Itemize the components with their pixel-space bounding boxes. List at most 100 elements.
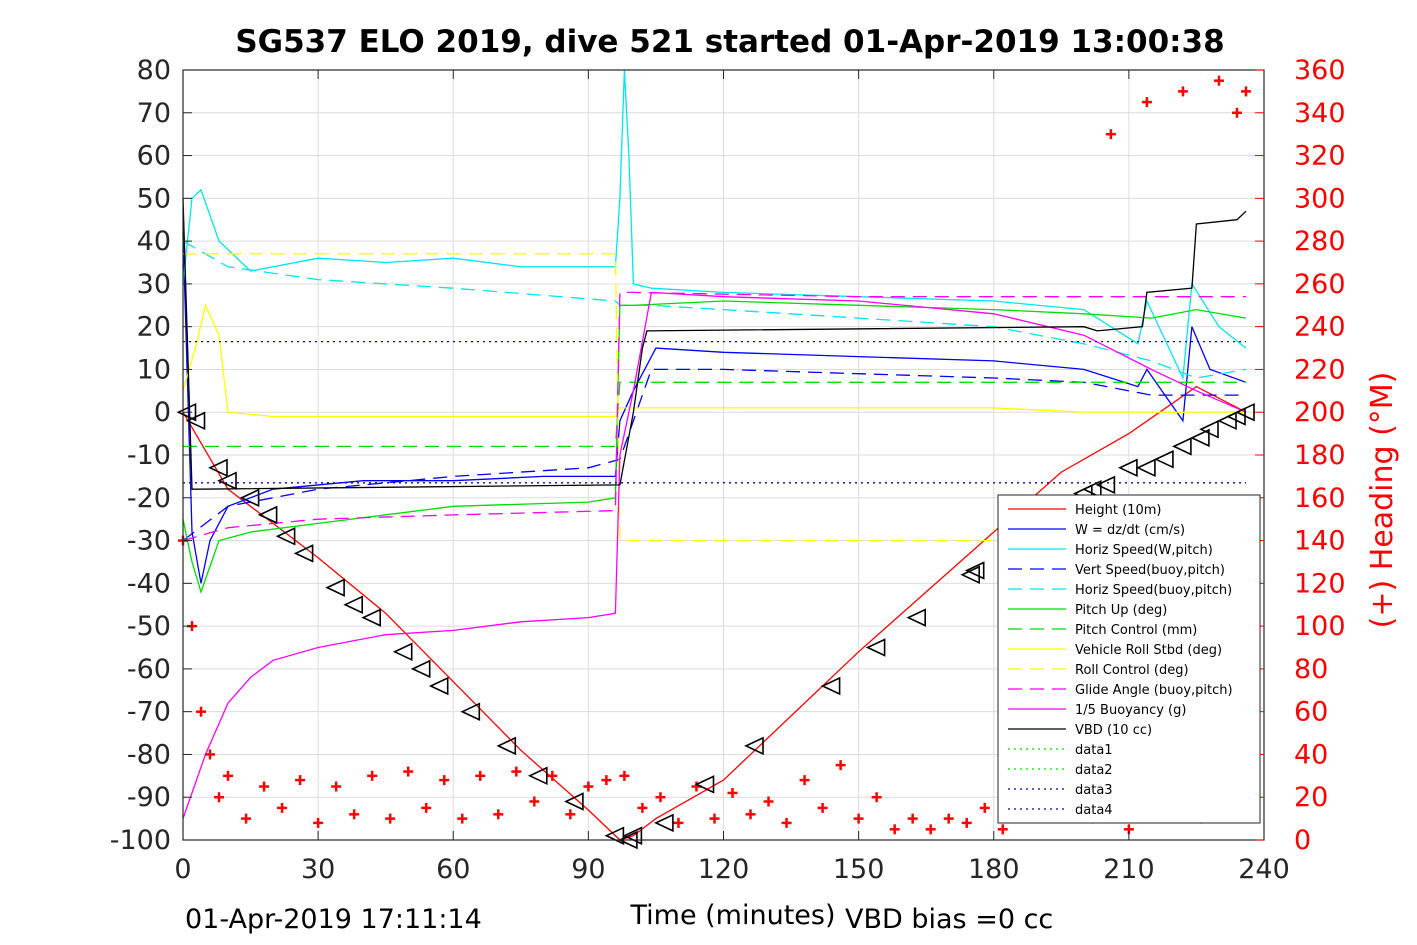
depth-marker: [960, 565, 981, 585]
y-tick-label: -20: [127, 483, 171, 514]
heading-point: [214, 792, 225, 803]
heading-point: [295, 775, 306, 786]
right-y-tick-label: 180: [1294, 440, 1346, 471]
depth-marker: [744, 736, 764, 756]
heading-point: [475, 770, 486, 781]
x-tick-label: 240: [1238, 854, 1290, 885]
y-tick-label: 40: [137, 226, 171, 257]
legend-entry-label: Pitch Up (deg): [1075, 603, 1167, 618]
depth-marker: [1095, 475, 1116, 495]
depth-marker: [1081, 479, 1102, 499]
legend: Height (10m) W = dz/dt (cm/s) Horiz Speed(…: [997, 494, 1261, 824]
depth-marker: [527, 766, 548, 786]
series-line-4: [182, 240, 1247, 379]
heading-point: [925, 824, 936, 835]
heading-point: [601, 775, 612, 786]
heading-point: [781, 817, 792, 828]
heading-point: [403, 766, 414, 777]
heading-point: [709, 813, 720, 824]
heading-point: [439, 775, 450, 786]
heading-point: [907, 813, 918, 824]
depth-marker: [293, 544, 314, 563]
heading-point: [385, 813, 396, 824]
heading-point: [349, 809, 360, 820]
heading-point: [619, 770, 630, 781]
depth-marker: [564, 792, 584, 811]
y-tick-label: -80: [127, 739, 171, 770]
heading-point: [1213, 75, 1224, 86]
legend-entry-label: data3: [1075, 783, 1113, 798]
chart-title: SG537 ELO 2019, dive 521 started 01-Apr-…: [235, 24, 1224, 60]
right-y-tick-label: 300: [1294, 183, 1346, 214]
y-tick-label: -30: [127, 526, 171, 557]
depth-marker: [239, 488, 260, 508]
heading-point: [1240, 86, 1251, 97]
y-tick-label: 10: [137, 354, 171, 385]
depth-marker: [1172, 437, 1192, 456]
legend-entry-label: Pitch Control (mm): [1075, 623, 1197, 638]
heading-point: [997, 824, 1008, 835]
depth-marker: [257, 505, 278, 525]
heading-point: [763, 796, 774, 807]
legend-entry-label: VBD (10 cc): [1075, 723, 1152, 738]
heading-point: [547, 770, 558, 781]
heading-point: [331, 781, 342, 792]
footer-timestamp: 01-Apr-2019 17:11:14: [185, 904, 482, 935]
y-tick-label: 20: [137, 312, 171, 343]
right-y-tick-label: 280: [1294, 226, 1346, 257]
heading-point: [259, 781, 270, 792]
heading-point: [196, 706, 207, 717]
right-y-tick-label: 20: [1294, 782, 1328, 813]
legend-entry-label: data1: [1075, 743, 1113, 758]
footer-vbd-bias: VBD bias =0 cc: [845, 904, 1053, 935]
heading-point: [493, 809, 504, 820]
right-y-tick-label: 80: [1294, 654, 1328, 685]
y-tick-label: -40: [127, 568, 171, 599]
heading-point: [277, 802, 288, 813]
right-y-axis-ticks: 3603403203002802602402202001801601401201…: [1255, 55, 1346, 856]
depth-marker: [185, 411, 206, 431]
right-y-tick-label: 220: [1294, 354, 1346, 385]
depth-marker: [275, 527, 296, 546]
x-axis-ticks: 0 30 60 90 120 150 180 210 240: [174, 70, 1290, 885]
depth-marker: [1235, 402, 1255, 422]
series-line-7: [182, 303, 1246, 418]
right-y-tick-label: 100: [1294, 611, 1346, 642]
depth-marker: [410, 659, 431, 679]
heading-point: [565, 809, 576, 820]
x-tick-label: 0: [174, 854, 191, 885]
depth-marker: [1136, 458, 1156, 478]
series-line-9: [182, 291, 1246, 542]
heading-point: [655, 792, 666, 803]
heading-point: [367, 770, 378, 781]
series-line-8: [183, 253, 1246, 542]
heading-point: [943, 813, 954, 824]
series-layer: [182, 69, 1247, 841]
depth-marker: [964, 561, 985, 580]
depth-marker: [460, 702, 481, 721]
right-y-tick-label: 0: [1294, 825, 1311, 856]
y-tick-label: 50: [137, 183, 171, 214]
series-line-0: [182, 385, 1247, 841]
depth-marker: [217, 471, 237, 490]
x-axis-label: Time (minutes): [629, 900, 835, 931]
right-y-tick-label: 160: [1294, 483, 1346, 514]
depth-marker: [343, 595, 364, 614]
depth-marker: [820, 676, 841, 696]
depth-marker: [654, 813, 674, 833]
depth-marker: [392, 642, 413, 662]
heading-point: [1141, 97, 1152, 108]
heading-point: [853, 813, 864, 824]
series-line-11: [182, 198, 1247, 490]
legend-entry-label: Horiz Speed(W,pitch): [1075, 543, 1213, 558]
heading-point: [835, 760, 846, 771]
x-tick-label: 60: [436, 854, 470, 885]
heading-point: [637, 802, 648, 813]
y-tick-label: -60: [127, 654, 171, 685]
heading-point: [961, 817, 972, 828]
heading-point: [1105, 129, 1116, 140]
legend-entry-label: Glide Angle (buoy,pitch): [1075, 683, 1233, 698]
x-tick-label: 150: [833, 854, 885, 885]
depth-marker: [428, 676, 449, 696]
depth-marker: [208, 458, 228, 478]
